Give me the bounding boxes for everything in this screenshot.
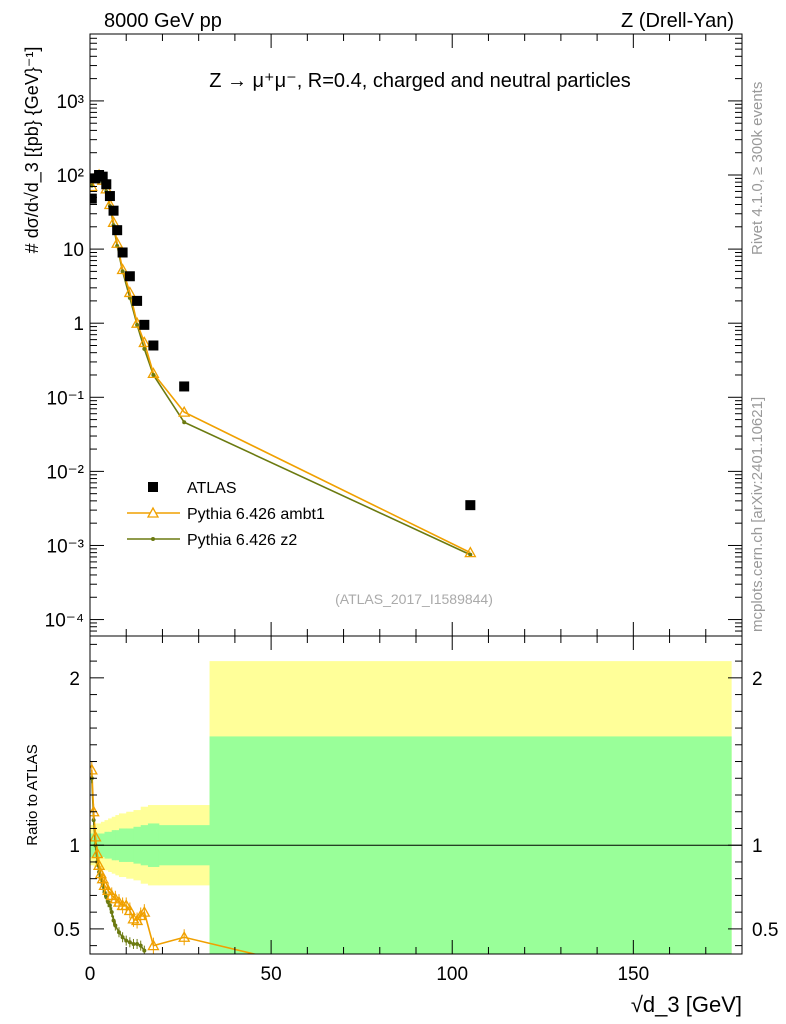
ambt1-ratio-point (102, 884, 115, 896)
z2-ratio-point (109, 910, 114, 915)
ratio-ytick-label-right: 2 (752, 669, 763, 690)
atlas-point (97, 171, 108, 182)
ratio-ytick-label-right: 1 (752, 836, 763, 857)
main-ytick-label: 10⁻¹ (47, 388, 85, 409)
main-ytick-label: 10⁻⁴ (45, 611, 84, 632)
z2-point (142, 346, 147, 351)
ambt1-ratio-point (147, 939, 160, 951)
z2-point (151, 372, 156, 377)
ambt1-ratio-point (92, 858, 106, 870)
atlas-point (132, 295, 143, 306)
main-series-layer (90, 168, 477, 558)
rivet-label: Rivet 4.1.0, ≥ 300k events (749, 82, 766, 255)
x-tick-label: 150 (617, 964, 649, 985)
z2-line (91, 176, 471, 556)
ambt1-point (147, 367, 160, 379)
z2-ratio-point (138, 943, 143, 948)
ambt1-ratio-point (90, 763, 98, 775)
legend-marker-z2 (151, 537, 155, 541)
atlas-point (179, 381, 190, 392)
legend-label: Pythia 6.426 z2 (187, 532, 297, 549)
atlas-point (124, 271, 135, 282)
ambt1-ratio-point (178, 930, 191, 942)
ambt1-point (123, 286, 136, 298)
z2-ratio-point (142, 948, 147, 953)
main-ytick-label: 10⁻³ (47, 536, 85, 557)
z2-point (468, 552, 473, 557)
ambt1-point (116, 263, 129, 275)
x-axis-label: √d_3 [GeV] (631, 992, 742, 1017)
ratio-ytick-label-right: 0.5 (752, 920, 778, 941)
ratio-ytick-label: 0.5 (54, 920, 80, 941)
ratio-series-layer (90, 761, 294, 966)
ambt1-ratio-point (120, 899, 133, 911)
header-right: Z (Drell-Yan) (621, 10, 734, 32)
z2-ratio-point (127, 940, 132, 945)
header-left: 8000 GeV pp (104, 10, 222, 32)
x-tick-label: 0 (85, 964, 96, 985)
legend-marker-ambt1 (146, 506, 160, 518)
z2-ratio-point (113, 923, 118, 928)
ratio-bands (90, 661, 732, 954)
ambt1-point (464, 546, 477, 558)
main-ylabel: # dσ/d√d_3 [{pb} {GeV}⁻¹] (22, 47, 43, 254)
legend: ATLAS Pythia 6.426 ambt1 Pythia 6.426 z2 (127, 480, 325, 549)
ambt1-ratio-point (134, 909, 147, 921)
main-ytick-label: 1 (73, 314, 84, 335)
atlas-point (108, 205, 119, 216)
z2-point (135, 322, 140, 327)
ratio-axis-ticks: 0.5 0.5 1 1 2 2 0 50 100 150 (54, 636, 778, 985)
atlas-point (117, 247, 128, 258)
z2-ratio-point (124, 938, 129, 943)
atlas-point (112, 225, 123, 236)
z2-ratio-point (107, 903, 112, 908)
main-ytick-label: 10 (63, 240, 84, 261)
ratio-ylabel: Ratio to ATLAS (24, 744, 41, 845)
z2-ratio-point (135, 941, 140, 946)
ambt1-ratio-point (98, 879, 111, 891)
atlas-point (465, 500, 476, 511)
atlas-point (101, 179, 112, 190)
ambt1-point (138, 336, 151, 348)
main-ytick-label: 10² (57, 166, 84, 187)
ambt1-line (91, 174, 471, 554)
reference-label: (ATLAS_2017_I1589844) (335, 591, 493, 607)
z2-ratio-point (111, 918, 116, 923)
x-tick-label: 50 (261, 964, 282, 985)
mcplots-label: mcplots.cern.ch [arXiv:2401.10621] (749, 397, 766, 632)
ambt1-point (178, 405, 191, 417)
main-title: Z → μ⁺μ⁻, R=0.4, charged and neutral par… (209, 70, 631, 92)
legend-marker-atlas (148, 482, 158, 492)
ambt1-point (111, 236, 124, 248)
main-ytick-label: 10⁻² (47, 462, 85, 483)
main-ytick-label: 10³ (57, 92, 84, 113)
ratio-ytick-label: 2 (69, 669, 80, 690)
atlas-point (104, 191, 115, 202)
z2-ratio-point (106, 900, 111, 905)
z2-ratio-point (120, 935, 125, 940)
x-tick-label: 100 (436, 964, 468, 985)
ambt1-ratio-point (138, 905, 151, 917)
ambt1-ratio-point (91, 847, 104, 859)
atlas-point (90, 193, 97, 204)
atlas-point (148, 340, 159, 351)
legend-label: ATLAS (187, 480, 237, 497)
legend-label: Pythia 6.426 ambt1 (187, 506, 325, 523)
z2-point (120, 269, 125, 274)
z2-ratio-point (131, 941, 136, 946)
z2-point (182, 420, 187, 425)
z2-ratio-point (116, 930, 121, 935)
atlas-point (139, 319, 150, 330)
z2-ratio-point (91, 818, 96, 823)
ambt1-ratio-point (90, 830, 102, 842)
ratio-ytick-label: 1 (69, 836, 80, 857)
ambt1-ratio-point (284, 957, 294, 966)
main-axis-ticks: 10⁻⁴ 10⁻³ 10⁻² 10⁻¹ 1 10 10² 10³ (45, 33, 743, 637)
ambt1-ratio-point (123, 904, 136, 916)
